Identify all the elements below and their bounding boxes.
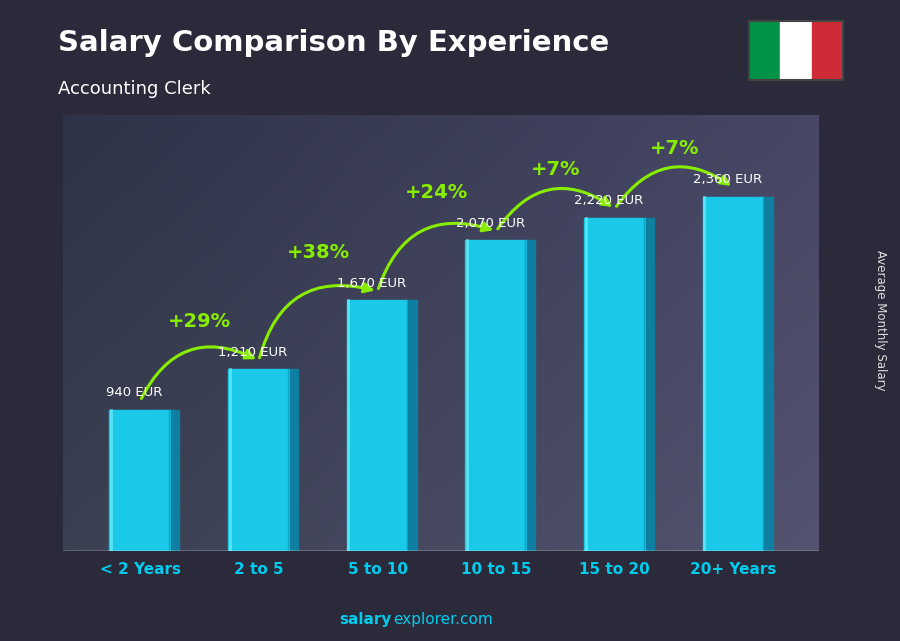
Text: +38%: +38% (286, 243, 350, 262)
Bar (812, 21, 843, 80)
Polygon shape (171, 410, 179, 551)
Polygon shape (409, 300, 417, 551)
Bar (228, 369, 290, 551)
Text: 2,360 EUR: 2,360 EUR (693, 173, 762, 186)
Bar (465, 240, 527, 551)
Text: +7%: +7% (650, 139, 699, 158)
Polygon shape (764, 197, 773, 551)
Text: explorer.com: explorer.com (393, 612, 493, 628)
Text: +29%: +29% (168, 312, 231, 331)
Bar (109, 410, 171, 551)
Polygon shape (527, 240, 536, 551)
Text: salary: salary (339, 612, 392, 628)
Bar (780, 21, 812, 80)
Text: 2,220 EUR: 2,220 EUR (574, 194, 644, 207)
Text: 2,070 EUR: 2,070 EUR (455, 217, 525, 229)
Text: Accounting Clerk: Accounting Clerk (58, 80, 212, 98)
Polygon shape (645, 217, 654, 551)
Text: 940 EUR: 940 EUR (106, 387, 162, 399)
Bar (346, 300, 409, 551)
Polygon shape (290, 369, 298, 551)
Text: Salary Comparison By Experience: Salary Comparison By Experience (58, 29, 610, 57)
Text: Average Monthly Salary: Average Monthly Salary (874, 250, 886, 391)
Text: 1,670 EUR: 1,670 EUR (337, 277, 406, 290)
Text: +7%: +7% (531, 160, 580, 179)
Bar (749, 21, 780, 80)
Text: +24%: +24% (405, 183, 469, 201)
Bar (584, 217, 645, 551)
Bar (703, 197, 764, 551)
Text: 1,210 EUR: 1,210 EUR (219, 346, 287, 359)
